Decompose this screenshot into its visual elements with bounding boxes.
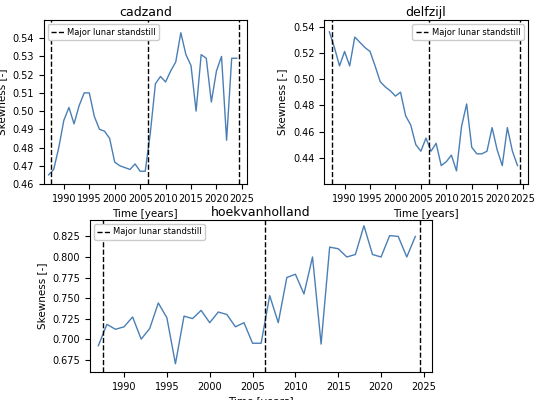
- Legend: Major lunar standstill: Major lunar standstill: [48, 24, 159, 40]
- Title: delfzijl: delfzijl: [406, 6, 446, 19]
- Y-axis label: Skewness [-]: Skewness [-]: [36, 263, 47, 329]
- Title: cadzand: cadzand: [119, 6, 172, 19]
- Legend: Major lunar standstill: Major lunar standstill: [94, 224, 205, 240]
- Title: hoekvanholland: hoekvanholland: [211, 206, 311, 219]
- Y-axis label: Skewness [-]: Skewness [-]: [0, 69, 7, 135]
- X-axis label: Time [years]: Time [years]: [113, 209, 178, 219]
- Legend: Major lunar standstill: Major lunar standstill: [412, 24, 523, 40]
- X-axis label: Time [years]: Time [years]: [393, 209, 459, 219]
- Y-axis label: Skewness [-]: Skewness [-]: [277, 69, 287, 135]
- X-axis label: Time [years]: Time [years]: [228, 397, 294, 400]
